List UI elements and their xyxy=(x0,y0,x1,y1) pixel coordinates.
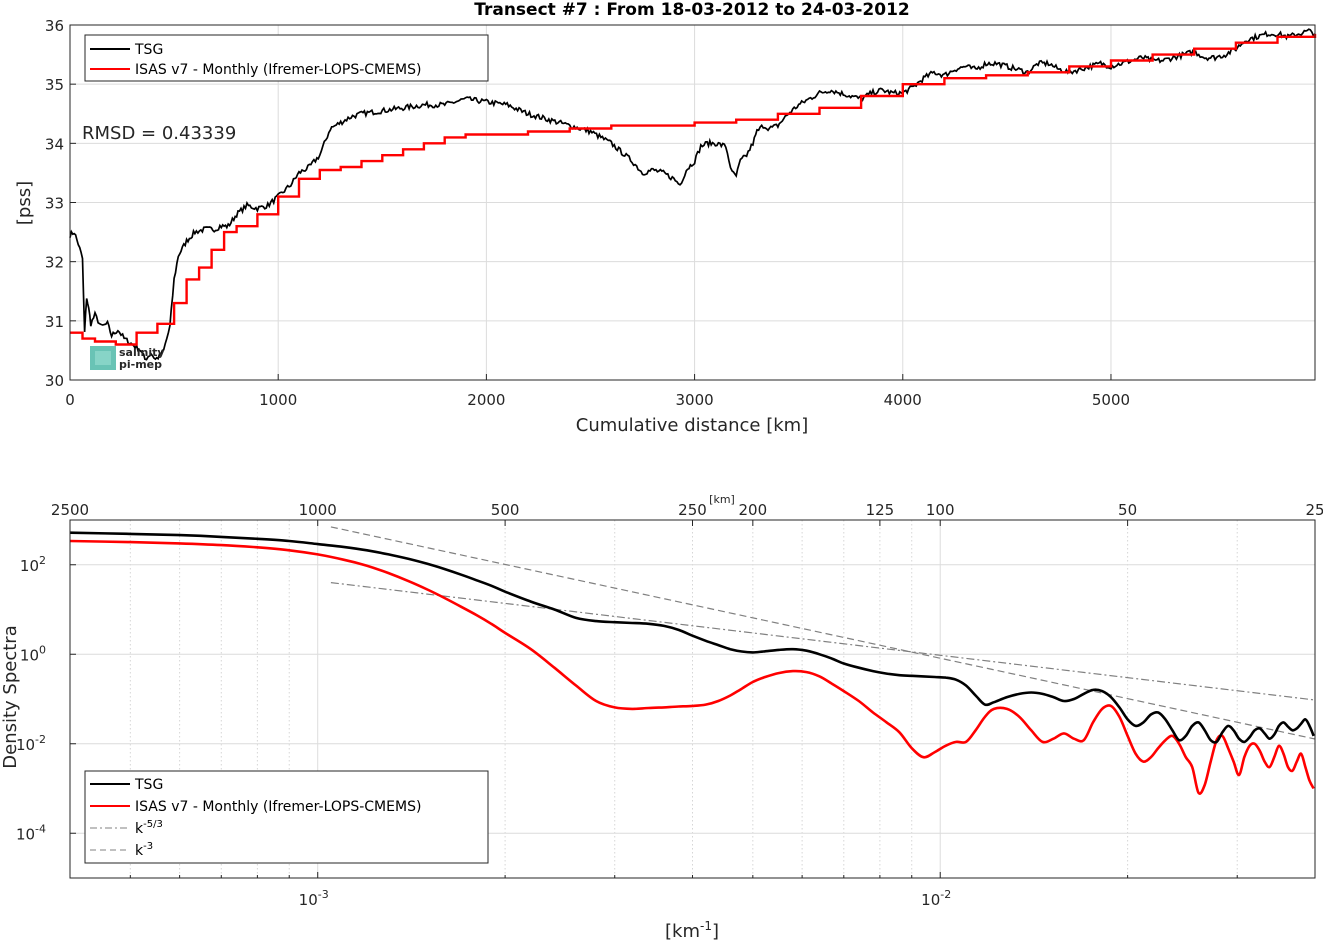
top-km-tick-label: 25 xyxy=(1305,501,1323,519)
logo-mark-inner xyxy=(95,351,111,365)
bottom-x-tick-label: 10-2 xyxy=(921,888,951,909)
top-y-axis-label: [pss] xyxy=(14,181,35,225)
bottom-series-group xyxy=(69,526,1316,795)
top-x-tick-label: 1000 xyxy=(259,391,297,409)
bottom-legend-label-tsg: TSG xyxy=(134,777,163,793)
bottom-legend: TSG ISAS v7 - Monthly (Ifremer-LOPS-CMEM… xyxy=(84,770,489,864)
top-km-tick-label: 2500 xyxy=(51,501,89,519)
bottom-series-tsg-line xyxy=(69,531,1315,744)
bottom-legend-box xyxy=(84,770,489,864)
bottom-series-k3-line xyxy=(330,526,1316,740)
logo-text-pimep: pi-mep xyxy=(119,358,162,371)
top-y-tick-label: 32 xyxy=(45,254,64,272)
top-x-axis-label: Cumulative distance [km] xyxy=(576,415,808,436)
bottom-legend-label-k3: k-3 xyxy=(135,841,153,859)
salinity-pi-mep-logo: salinity pi-mep xyxy=(90,346,165,371)
bottom-x-tick-label: 10-3 xyxy=(299,888,329,909)
top-km-tick-label: 250 xyxy=(678,501,707,519)
top-legend-box xyxy=(84,34,489,82)
top-km-tick-label: 200 xyxy=(739,501,768,519)
bottom-chart-panel: 10-4 10-2 100 102 10-3 10-2 2500 1000 500 250 200 1… xyxy=(0,493,1323,942)
top-x-tick-label: 3000 xyxy=(675,391,713,409)
top-km-tick-label: 100 xyxy=(926,501,955,519)
top-legend-label-isas: ISAS v7 - Monthly (Ifremer-LOPS-CMEMS) xyxy=(135,62,421,78)
top-plot-frame xyxy=(69,24,1316,381)
top-y-tick-label: 34 xyxy=(45,135,64,153)
top-y-tick-label: 35 xyxy=(45,76,64,94)
top-y-tick-label: 30 xyxy=(45,372,64,390)
bottom-series-k53-line xyxy=(330,582,1316,701)
top-km-tick-label: 125 xyxy=(866,501,895,519)
bottom-y-axis-label: Density Spectra xyxy=(0,625,21,768)
bottom-y-tick-label: 10-4 xyxy=(16,822,46,843)
bottom-legend-label-isas: ISAS v7 - Monthly (Ifremer-LOPS-CMEMS) xyxy=(135,799,421,815)
top-axis-km-label: [km] xyxy=(709,493,735,506)
rmsd-annotation: RMSD = 0.43339 xyxy=(82,123,236,144)
top-y-tick-label: 31 xyxy=(45,313,64,331)
bottom-x-axis-label: [km-1] xyxy=(665,919,719,942)
top-tick-labels: 0 1000 2000 3000 4000 5000 30 31 32 33 34 35 36 xyxy=(45,17,1130,409)
bottom-plot-frame xyxy=(69,519,1316,879)
bottom-series-isas-line xyxy=(69,539,1315,795)
bottom-legend-label-k53: k-5/3 xyxy=(135,819,163,837)
top-y-tick-label: 36 xyxy=(45,17,64,35)
top-x-tick-label: 0 xyxy=(65,391,75,409)
logo-text-salinity: salinity xyxy=(119,346,165,359)
top-chart-title: Transect #7 : From 18-03-2012 to 24-03-2… xyxy=(474,0,910,20)
bottom-y-tick-label: 102 xyxy=(20,554,46,575)
top-x-tick-label: 4000 xyxy=(884,391,922,409)
top-y-tick-label: 33 xyxy=(45,195,64,213)
top-x-tick-label: 5000 xyxy=(1092,391,1130,409)
top-legend-label-tsg: TSG xyxy=(134,42,163,58)
top-x-tick-label: 2000 xyxy=(467,391,505,409)
top-km-tick-label: 1000 xyxy=(299,501,337,519)
top-legend: TSG ISAS v7 - Monthly (Ifremer-LOPS-CMEM… xyxy=(84,34,489,82)
top-series-isas-line xyxy=(70,33,1317,346)
bottom-y-tick-label: 10-2 xyxy=(16,733,46,754)
top-chart-panel: 0 1000 2000 3000 4000 5000 30 31 32 33 34 35 36 Tran… xyxy=(14,0,1317,436)
bottom-tick-labels: 10-4 10-2 100 102 10-3 10-2 2500 1000 500 250 200 1… xyxy=(16,501,1323,909)
top-km-tick-label: 50 xyxy=(1118,501,1137,519)
bottom-y-tick-label: 100 xyxy=(20,643,46,664)
top-km-tick-label: 500 xyxy=(491,501,520,519)
top-series-group xyxy=(69,28,1317,361)
